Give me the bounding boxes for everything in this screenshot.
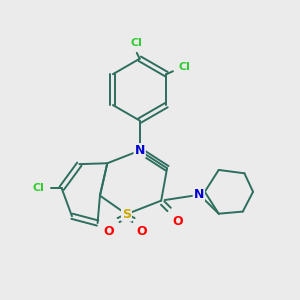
Text: O: O xyxy=(103,225,113,238)
Text: N: N xyxy=(134,144,145,157)
Text: S: S xyxy=(122,208,131,221)
Text: Cl: Cl xyxy=(131,38,143,47)
Text: Cl: Cl xyxy=(33,183,45,193)
Text: N: N xyxy=(194,188,204,201)
Text: Cl: Cl xyxy=(179,62,191,72)
Text: O: O xyxy=(172,215,183,228)
Text: O: O xyxy=(136,225,147,238)
